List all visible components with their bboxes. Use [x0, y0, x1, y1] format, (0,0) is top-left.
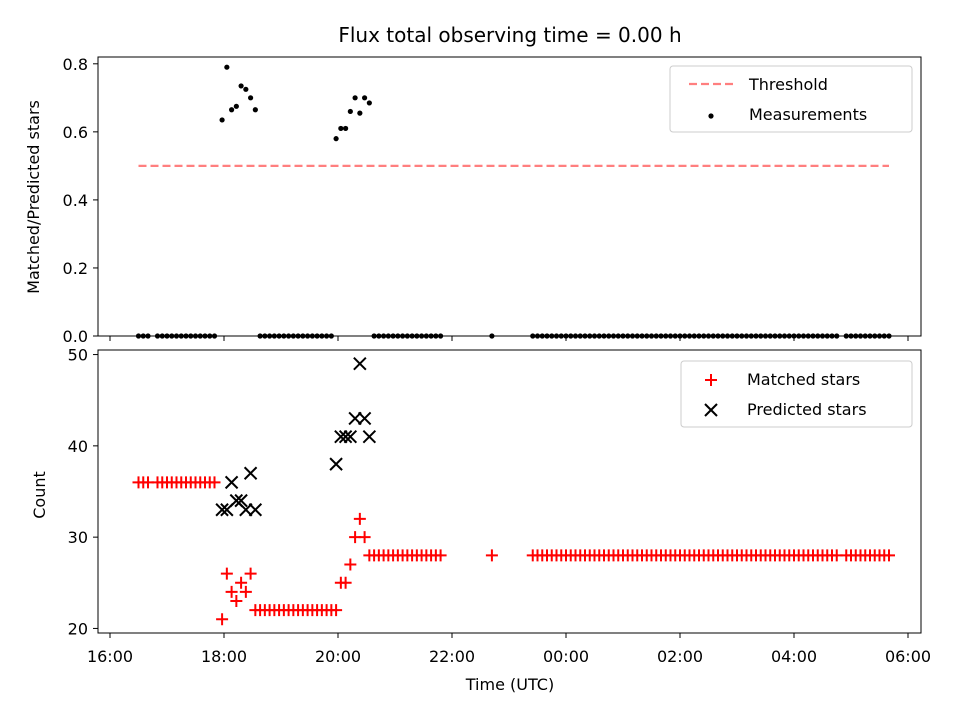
- matched-star-point: [208, 476, 221, 489]
- x-tick-label: 04:00: [771, 647, 817, 666]
- threshold-legend-label: Threshold: [748, 75, 828, 94]
- matched-star-point: [485, 549, 498, 562]
- bottom-y-ticks: 20 30 40 50: [68, 346, 98, 638]
- matched-star-point: [235, 576, 248, 589]
- bottom-plot-marks: [132, 356, 895, 626]
- matched-star-point: [330, 604, 343, 617]
- measurements-legend-marker: [708, 113, 714, 119]
- top-y-tick-label: 0.0: [63, 327, 88, 346]
- predicted-star-point: [239, 503, 253, 517]
- bottom-x-ticks: 16:00 18:00 20:00 22:00 00:00 02:00 04:00 06:00: [87, 633, 931, 666]
- predicted-legend-label: Predicted stars: [747, 400, 867, 419]
- matched-star-point: [434, 549, 447, 562]
- measurement-point: [252, 107, 258, 113]
- measurement-point: [229, 107, 235, 113]
- x-tick-label: 02:00: [657, 647, 703, 666]
- matched-star-point: [339, 576, 352, 589]
- matched-star-point: [220, 567, 233, 580]
- measurement-point: [366, 100, 372, 106]
- predicted-star-point: [362, 430, 377, 444]
- matched-star-point: [244, 567, 257, 580]
- x-tick-label: 06:00: [885, 647, 931, 666]
- predicted-star-point: [357, 411, 372, 426]
- top-y-axis-label: Matched/Predicted stars: [24, 100, 43, 294]
- top-y-tick-label: 0.8: [63, 55, 88, 74]
- bottom-axes: 20 30 40 50 16:00 18:00 20:00 22:00 00:00 02:00 0…: [30, 346, 931, 694]
- measurement-point: [219, 117, 225, 123]
- predicted-star-point: [353, 356, 367, 371]
- predicted-star-point: [215, 503, 229, 517]
- matched-star-point: [239, 585, 252, 598]
- matched-legend-marker: [705, 374, 717, 386]
- x-axis-label: Time (UTC): [465, 675, 554, 694]
- predicted-star-point: [329, 457, 343, 471]
- matched-star-point: [344, 558, 357, 571]
- measurement-point: [362, 95, 368, 101]
- measurement-point: [347, 108, 353, 115]
- matched-star-point: [883, 549, 895, 562]
- bottom-y-tick-label: 20: [68, 619, 88, 638]
- measurement-point: [224, 64, 230, 70]
- x-tick-label: 00:00: [543, 647, 589, 666]
- predicted-star-point: [243, 466, 258, 480]
- predicted-legend-marker: [704, 403, 718, 417]
- measurements-legend-label: Measurements: [749, 105, 867, 124]
- predicted-star-point: [348, 411, 362, 426]
- top-legend-box: [669, 65, 913, 133]
- predicted-star-point: [224, 475, 239, 490]
- predicted-star-point: [338, 430, 353, 444]
- measurement-point: [352, 95, 358, 101]
- top-x-ticks: [109, 336, 909, 341]
- top-y-tick-label: 0.4: [63, 191, 88, 210]
- top-y-tick-label: 0.2: [63, 259, 88, 278]
- top-y-ticks: 0.0 0.2 0.4 0.6 0.8: [63, 55, 98, 346]
- measurement-point: [238, 83, 244, 89]
- top-axes: 0.0 0.2 0.4 0.6 0.8 Matched/Predicted stars: [24, 55, 922, 346]
- measurement-point: [248, 95, 254, 101]
- predicted-star-point: [343, 430, 358, 444]
- matched-star-point: [225, 585, 238, 598]
- measurement-point: [243, 86, 249, 92]
- bottom-legend-box: [680, 360, 913, 428]
- x-tick-label: 16:00: [87, 647, 133, 666]
- predicted-star-point: [248, 503, 263, 517]
- x-tick-label: 18:00: [201, 647, 247, 666]
- measurement-point: [233, 103, 239, 109]
- predicted-star-point: [334, 430, 348, 444]
- bottom-axes-frame: [97, 349, 922, 634]
- bottom-legend: Matched stars Predicted stars: [680, 360, 913, 428]
- matched-star-point: [216, 613, 229, 626]
- top-y-tick-label: 0.6: [63, 123, 88, 142]
- bottom-y-tick-label: 50: [68, 346, 88, 365]
- measurement-point: [357, 110, 363, 116]
- matched-star-point: [358, 531, 371, 544]
- top-legend: Threshold Measurements: [669, 65, 913, 133]
- bottom-y-tick-label: 30: [68, 528, 88, 547]
- matched-star-point: [353, 512, 366, 525]
- x-tick-label: 20:00: [315, 647, 361, 666]
- measurement-point: [343, 125, 349, 132]
- measurement-point: [338, 125, 344, 132]
- x-tick-label: 22:00: [429, 647, 475, 666]
- chart-title: Flux total observing time = 0.00 h: [338, 23, 681, 47]
- bottom-y-axis-label: Count: [30, 471, 49, 519]
- top-axes-frame: [97, 56, 922, 337]
- predicted-star-point: [234, 493, 248, 508]
- measurement-point: [333, 136, 339, 142]
- matched-star-point: [230, 595, 243, 608]
- matched-legend-label: Matched stars: [747, 370, 860, 389]
- bottom-y-tick-label: 40: [68, 437, 88, 456]
